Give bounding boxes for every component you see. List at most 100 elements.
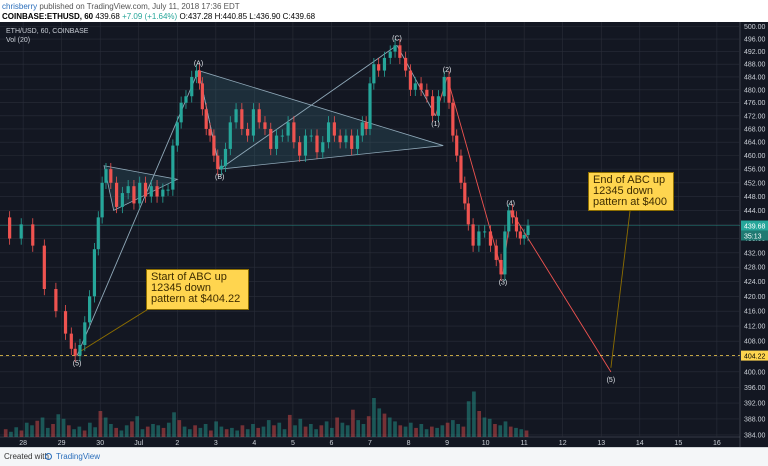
candle-body [132,186,136,204]
abc-wave-line [219,44,398,170]
candle-body [73,348,77,356]
time-axis-background [0,437,740,447]
volume-bar [477,411,482,437]
candle-body [280,135,284,137]
volume-bar [166,422,171,437]
volume-bar [451,420,455,437]
last-price-tag-label: 439.68 [744,224,766,231]
candle-body [503,231,507,275]
candle-body [92,249,97,297]
price-chart[interactable]: (5) (A) (B) (C) (1) (2) (3) (4) (5) 500.00 496.00… [0,22,768,447]
volume-bar [93,427,97,437]
callout-start-leader [79,307,151,352]
volume-bar [482,417,487,437]
candle-body [161,189,165,197]
x-tick-label: 4 [252,440,256,447]
candle-body [126,186,130,194]
y-tick-label: 460.00 [744,153,766,160]
volume-bar [77,426,82,437]
candle-body [8,217,12,239]
volume-bar [498,425,503,437]
callout-end-leader [610,210,631,368]
candle-body [494,245,498,260]
candle-body [483,231,487,233]
candle-body [138,182,142,204]
volume-bar [393,421,397,437]
candle-body [393,45,397,52]
volume-bar [98,411,103,437]
volume-bar [66,425,71,437]
volume-bar [35,420,40,437]
candle-body [114,182,119,207]
candle-body [166,189,170,191]
callout-end-line: End of ABC up [593,174,666,186]
volume-bars [3,391,529,437]
volume-bar [319,425,324,437]
candle-body [442,76,446,97]
callout-start-line: 12345 down [151,282,211,294]
y-tick-label: 468.00 [744,126,766,133]
candle-body [223,148,228,166]
published-text: published on TradingView.com, July 11, 2… [39,2,240,11]
candle-body [257,109,261,123]
volume-bar [145,426,150,437]
volume-bar [24,422,29,437]
y-tick-label: 452.00 [744,180,766,187]
volume-bar [209,430,213,437]
volume-bar [151,424,155,437]
x-tick-label: 14 [636,440,644,447]
volume-bar [366,416,371,437]
volume-bar [382,413,387,437]
volume-bar [440,425,445,437]
volume-bar [408,422,413,437]
candle-body [477,231,481,246]
candle-body [488,231,493,246]
candle-body [463,182,467,204]
axes: 500.00 496.00 492.00 488.00 484.00 480.00 476.… [19,24,768,447]
y-tick-label: 464.00 [744,140,766,147]
volume-bar [330,427,334,437]
candle-body [179,102,183,123]
volume-bar [3,429,8,437]
candle-body [455,135,459,156]
volume-bar [177,420,182,437]
x-tick-label: 29 [58,440,66,447]
y-tick-label: 488.00 [744,62,766,69]
tradingview-link[interactable]: TradingView [56,452,101,461]
volume-bar [161,427,166,437]
volume-bar [30,425,34,437]
volume-bar [172,412,176,437]
candle-body [404,57,408,71]
volume-bar [251,424,255,437]
candle-body [120,193,124,207]
volume-bar [182,426,187,437]
volume-bar [256,427,261,437]
y-tick-label: 456.00 [744,167,766,174]
candle-body [42,245,46,290]
x-tick-label: Jul [134,440,143,447]
candle-body [360,122,364,136]
y-tick-label: 480.00 [744,87,766,94]
footer-text: Created with [4,452,49,461]
volume-bar [387,417,392,437]
candle-body [419,83,423,90]
last-price-tag [741,220,768,231]
volume-bar [524,430,529,437]
symbol-header: COINBASE:ETHUSD, 60 439.68 +7.09 (+1.64%… [2,12,315,21]
volume-bar [224,429,229,437]
volume-bar [519,429,524,437]
publish-header: chrisberry published on TradingView.com,… [2,2,240,11]
candle-body [19,224,23,239]
candle-body [355,135,360,149]
candle-body [309,135,313,137]
candle-body [208,128,212,136]
y-tick-label: 476.00 [744,100,766,107]
tradingview-logo-icon [45,453,52,460]
volume-bar [414,427,418,437]
candle-body [368,83,372,129]
candle-body [518,231,522,239]
candle-body [88,296,92,323]
volume-bar [293,425,297,437]
author-link[interactable]: chrisberry [2,2,38,11]
y-tick-label: 392.00 [744,401,766,408]
